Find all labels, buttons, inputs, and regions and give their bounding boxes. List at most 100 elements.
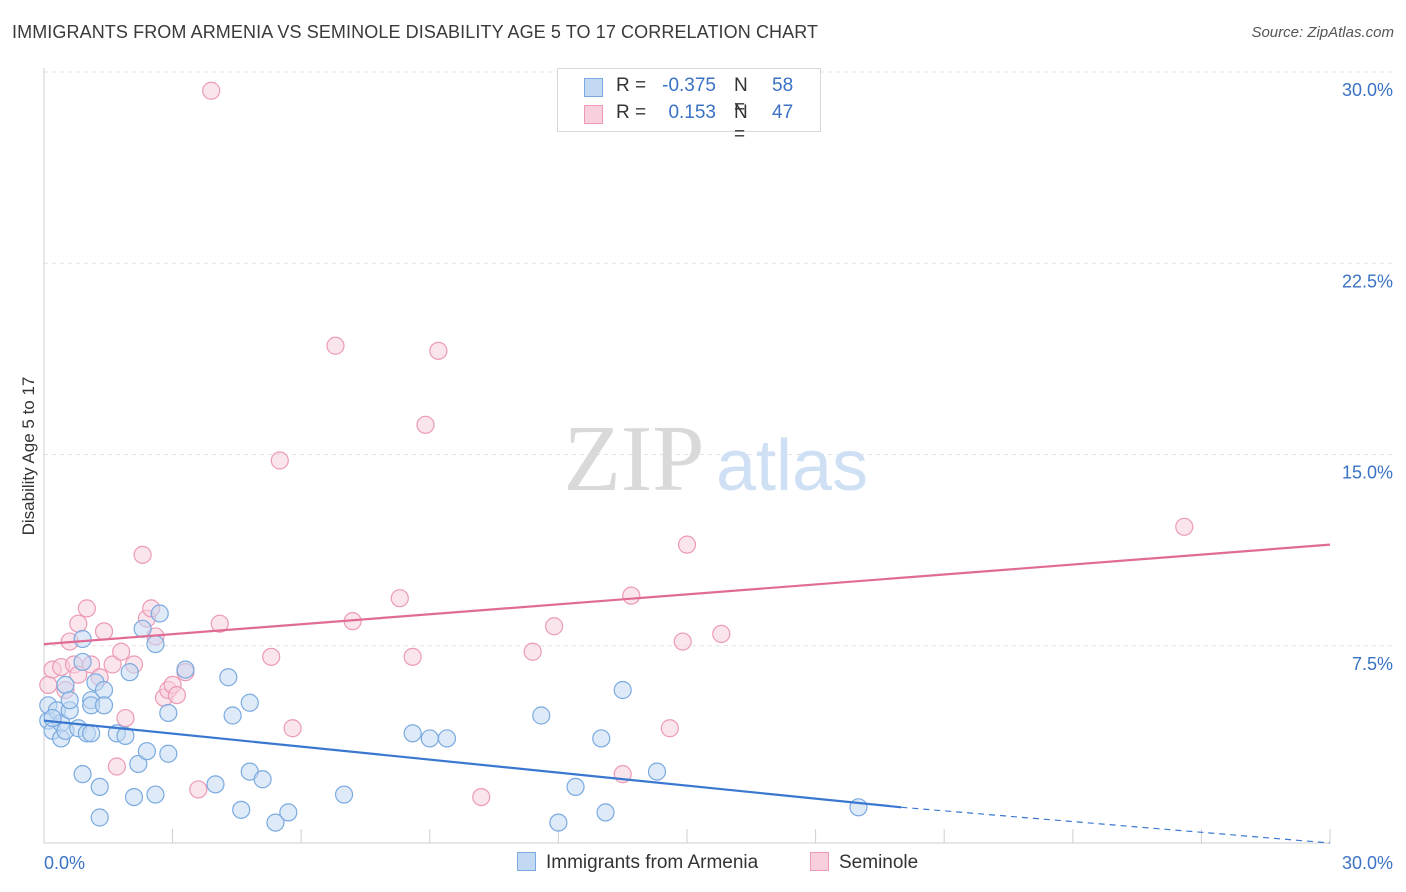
- legend-n-label: N =: [734, 102, 748, 145]
- data-point-seminole: [283, 719, 302, 738]
- data-point-seminole: [660, 719, 679, 738]
- data-point-seminole: [103, 655, 122, 674]
- data-point-seminole: [77, 599, 96, 618]
- x-tick-label-min: 0.0%: [44, 853, 85, 873]
- data-point-seminole: [112, 642, 131, 661]
- data-point-armenia: [219, 668, 238, 687]
- legend-n-value: 58: [772, 75, 794, 96]
- y-tick-label: 15.0%: [1342, 463, 1393, 483]
- data-point-armenia: [150, 604, 169, 623]
- data-point-seminole: [416, 415, 435, 434]
- trend-line-seminole: [43, 543, 1331, 646]
- data-point-seminole: [262, 647, 281, 666]
- data-point-seminole: [133, 545, 152, 564]
- data-point-seminole: [116, 708, 135, 728]
- y-tick-labels: 7.5% 15.0% 22.5% 30.0%: [1342, 80, 1393, 674]
- x-tick-label-max: 30.0%: [1342, 853, 1393, 873]
- stats-legend: R = -0.375 N = 58 R = 0.153 N = 47: [557, 68, 821, 145]
- data-point-seminole: [270, 451, 289, 470]
- data-point-seminole: [677, 535, 697, 554]
- data-point-seminole: [712, 624, 731, 644]
- data-point-seminole: [545, 617, 564, 636]
- legend-item-seminole[interactable]: Seminole: [810, 852, 918, 874]
- data-point-seminole: [167, 685, 186, 705]
- watermark-atlas: atlas: [716, 426, 868, 506]
- data-point-armenia: [403, 724, 422, 743]
- legend-swatch-blue: [517, 852, 536, 871]
- data-point-armenia: [437, 729, 457, 748]
- data-point-armenia: [146, 634, 165, 654]
- data-point-seminole: [390, 589, 409, 608]
- data-point-armenia: [159, 744, 178, 763]
- legend-swatch-pink: [810, 852, 829, 871]
- data-point-armenia: [223, 706, 242, 725]
- data-point-armenia: [549, 813, 568, 832]
- y-axis-label: Disability Age 5 to 17: [19, 377, 38, 536]
- data-point-armenia: [596, 803, 615, 822]
- data-point-armenia: [647, 762, 667, 781]
- data-point-armenia: [279, 803, 298, 822]
- data-point-armenia: [137, 742, 156, 761]
- data-point-armenia: [240, 693, 259, 712]
- data-point-seminole: [69, 614, 88, 633]
- legend-n-value: 47: [772, 102, 794, 123]
- data-point-seminole: [39, 675, 58, 695]
- data-point-armenia: [43, 708, 62, 728]
- data-point-armenia: [420, 729, 439, 748]
- data-point-armenia: [56, 675, 75, 695]
- legend-r-label: R =: [616, 75, 647, 96]
- data-point-armenia: [566, 777, 585, 797]
- data-point-seminole: [326, 336, 345, 355]
- data-point-seminole: [673, 632, 692, 651]
- legend-r-value: -0.375: [662, 75, 716, 96]
- data-point-seminole: [107, 757, 126, 776]
- y-tick-label: 22.5%: [1342, 271, 1393, 291]
- data-point-armenia: [124, 787, 144, 807]
- data-point-armenia: [592, 729, 611, 748]
- y-tick-label: 30.0%: [1342, 80, 1393, 100]
- legend-item-armenia[interactable]: Immigrants from Armenia: [517, 852, 758, 874]
- data-point-armenia: [334, 785, 354, 804]
- data-point-seminole: [202, 81, 221, 100]
- data-point-armenia: [613, 680, 632, 700]
- legend-swatch-pink: [584, 105, 603, 124]
- data-point-armenia: [206, 775, 225, 794]
- data-point-armenia: [253, 770, 272, 789]
- data-point-seminole: [94, 622, 114, 641]
- trend-lines: [43, 543, 1331, 844]
- legend-r-value: 0.153: [668, 102, 716, 123]
- data-point-seminole: [429, 341, 448, 360]
- trend-line-armenia: [43, 719, 902, 809]
- data-point-armenia: [116, 726, 135, 746]
- data-point-armenia: [73, 765, 92, 784]
- data-point-seminole: [622, 586, 641, 605]
- series-armenia-points: [39, 604, 868, 832]
- source-label: Source: ZipAtlas.com: [1251, 24, 1394, 41]
- data-point-armenia: [133, 619, 152, 638]
- data-point-seminole: [403, 647, 422, 666]
- data-point-armenia: [129, 754, 148, 774]
- data-point-armenia: [90, 808, 109, 827]
- legend-r-label: R =: [616, 102, 647, 123]
- data-point-armenia: [266, 813, 285, 832]
- data-point-armenia: [120, 663, 139, 682]
- data-point-armenia: [82, 724, 101, 743]
- y-tick-label: 7.5%: [1352, 654, 1393, 674]
- series-legend: Immigrants from Armenia Seminole: [0, 852, 1406, 878]
- series-seminole-points: [39, 81, 1194, 807]
- data-point-armenia: [94, 680, 114, 700]
- legend-label-armenia: Immigrants from Armenia: [546, 852, 759, 873]
- data-point-seminole: [523, 642, 542, 661]
- trend-line-armenia-extension: [901, 806, 1331, 844]
- data-point-seminole: [1175, 517, 1194, 536]
- data-point-armenia: [73, 629, 92, 649]
- data-point-armenia: [73, 652, 92, 672]
- data-point-armenia: [94, 696, 114, 715]
- data-point-armenia: [232, 800, 251, 819]
- legend-label-seminole: Seminole: [839, 852, 919, 873]
- data-point-armenia: [176, 660, 195, 679]
- legend-swatch-blue: [584, 78, 603, 97]
- data-point-armenia: [90, 777, 109, 797]
- data-point-armenia: [532, 706, 551, 725]
